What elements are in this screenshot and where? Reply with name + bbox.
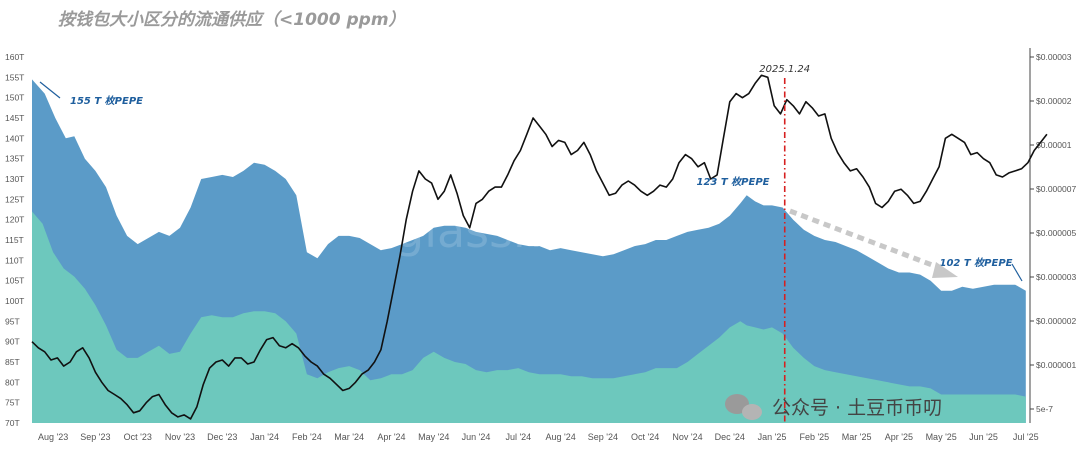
y-left-tick-label: 125T <box>5 194 24 204</box>
y-right-tick-label: $0.00001 <box>1036 140 1072 150</box>
x-tick-label: Apr '24 <box>377 432 405 442</box>
y-left-tick-label: 85T <box>5 357 20 367</box>
y-left-tick-label: 150T <box>5 93 24 103</box>
y-right-tick-label: $0.000002 <box>1036 316 1076 326</box>
x-tick-label: Apr '25 <box>885 432 913 442</box>
y-left-axis: 70T 75T 80T 85T 90T 95T 100T 105T 110T 115T 120T 12… <box>5 52 24 428</box>
x-tick-label: Oct '24 <box>631 432 659 442</box>
y-right-tick-label: $0.000001 <box>1036 360 1076 370</box>
y-left-tick-label: 160T <box>5 52 24 62</box>
watermark: glassnode <box>395 204 628 258</box>
peak-annotation-label: 123 T 枚PEPE <box>697 176 770 188</box>
y-right-tick-label: $0.000005 <box>1036 228 1076 238</box>
end-annotation-arrow <box>1011 263 1023 282</box>
x-tick-label: Jan '24 <box>250 432 279 442</box>
y-left-tick-label: 130T <box>5 174 24 184</box>
x-tick-label: Jul '25 <box>1013 432 1039 442</box>
y-left-tick-label: 120T <box>5 215 24 225</box>
x-tick-label: May '25 <box>926 432 957 442</box>
source-badge: 公众号 · 土豆币币叨 <box>725 394 942 420</box>
x-tick-label: Dec '23 <box>207 432 237 442</box>
x-axis: Aug '23 Sep '23 Oct '23 Nov '23 Dec '23 Jan '… <box>38 432 1039 442</box>
y-left-tick-label: 70T <box>5 418 20 428</box>
y-left-tick-label: 105T <box>5 276 24 286</box>
x-tick-label: Aug '24 <box>545 432 575 442</box>
end-annotation-label: 102 T 枚PEPE <box>940 257 1013 269</box>
series-price-line <box>31 74 1048 420</box>
x-tick-label: Sep '23 <box>80 432 110 442</box>
y-left-tick-label: 95T <box>5 316 20 326</box>
y-left-tick-label: 140T <box>5 133 24 143</box>
x-tick-label: Jun '24 <box>462 432 491 442</box>
y-left-tick-label: 145T <box>5 113 24 123</box>
y-right-tick-label: 5e-7 <box>1036 404 1053 414</box>
y-left-tick-label: 80T <box>5 377 20 387</box>
x-tick-label: Nov '24 <box>672 432 702 442</box>
plot-area: glassnode <box>31 74 1048 424</box>
trend-arrow <box>789 208 941 271</box>
source-account: 公众号 · 土豆币币叨 <box>772 397 942 419</box>
start-annotation-label: 155 T 枚PEPE <box>70 95 143 107</box>
y-right-tick-label: $0.000007 <box>1036 184 1076 194</box>
y-left-tick-label: 100T <box>5 296 24 306</box>
y-left-tick-label: 75T <box>5 398 20 408</box>
x-tick-label: Feb '24 <box>292 432 322 442</box>
x-tick-label: Mar '24 <box>334 432 364 442</box>
series-cohort-area <box>32 211 1026 423</box>
event-date-label: 2025.1.24 <box>759 64 810 75</box>
y-right-axis: $0.00003 $0.00002 $0.00001 $0.000007 $0.0000… <box>1029 48 1076 423</box>
x-tick-label: May '24 <box>418 432 449 442</box>
x-tick-label: Feb '25 <box>799 432 829 442</box>
trend-arrow-head <box>932 262 958 278</box>
y-left-tick-label: 155T <box>5 72 24 82</box>
x-tick-label: Sep '24 <box>588 432 618 442</box>
y-left-tick-label: 110T <box>5 255 24 265</box>
x-tick-label: Oct '23 <box>124 432 152 442</box>
x-tick-label: Dec '24 <box>715 432 745 442</box>
x-tick-label: Jan '25 <box>758 432 787 442</box>
y-right-tick-label: $0.00003 <box>1036 52 1072 62</box>
y-right-tick-label: $0.00002 <box>1036 96 1072 106</box>
x-tick-label: Jun '25 <box>969 432 998 442</box>
y-left-tick-label: 135T <box>5 154 24 164</box>
x-tick-label: Mar '25 <box>842 432 872 442</box>
y-left-tick-label: 90T <box>5 337 20 347</box>
x-tick-label: Jul '24 <box>505 432 531 442</box>
x-tick-label: Aug '23 <box>38 432 68 442</box>
start-annotation-arrow <box>39 81 61 99</box>
y-left-tick-label: 115T <box>5 235 24 245</box>
x-tick-label: Nov '23 <box>165 432 195 442</box>
chart-title: 按钱包大小区分的流通供应（<1000 ppm） <box>58 10 406 30</box>
y-right-tick-label: $0.000003 <box>1036 272 1076 282</box>
wechat-icon-bubble <box>742 404 762 420</box>
